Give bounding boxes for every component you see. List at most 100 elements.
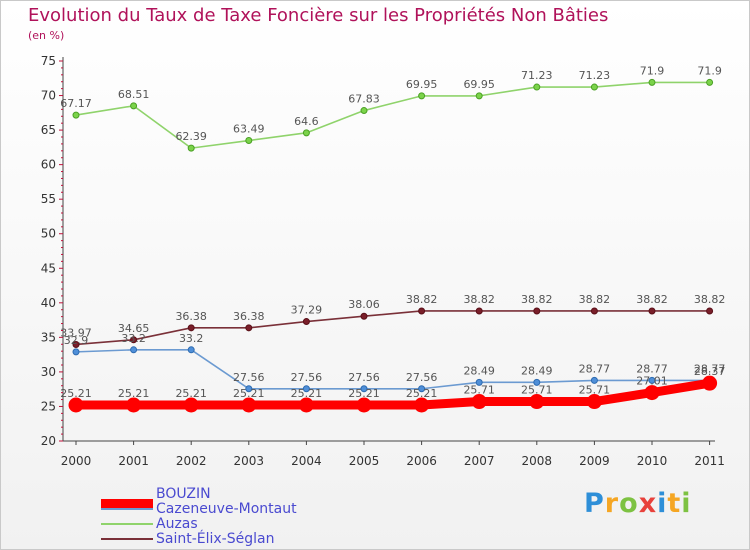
data-label-auzas: 67.17 <box>60 97 92 110</box>
data-point-auzas <box>533 83 541 91</box>
data-label-saint-elix-seglan: 37.29 <box>291 304 323 317</box>
data-point-auzas <box>418 92 426 100</box>
data-point-bouzin <box>586 394 602 410</box>
data-point-cazeneuve-montaut <box>418 385 426 393</box>
data-label-saint-elix-seglan: 34.65 <box>118 322 150 335</box>
legend-label-bouzin: BOUZIN <box>156 486 211 502</box>
logo-letter: i <box>657 488 668 519</box>
data-point-bouzin <box>298 397 314 413</box>
y-tick-label: 75 <box>41 54 56 68</box>
data-label-bouzin: 28.37 <box>694 365 726 378</box>
legend-label-saint-elix-seglan: Saint-Élix-Séglan <box>156 531 275 547</box>
y-tick-label: 35 <box>41 330 56 344</box>
x-tick-label: 2007 <box>464 454 495 468</box>
data-point-saint-elix-seglan <box>130 336 138 344</box>
x-tick-label: 2003 <box>234 454 265 468</box>
series-line-bouzin <box>71 378 715 410</box>
data-label-auzas: 64.6 <box>294 115 319 128</box>
series-line-auzas <box>75 81 711 149</box>
data-point-saint-elix-seglan <box>302 318 310 326</box>
y-tick-label: 40 <box>41 296 56 310</box>
x-tick-label: 2009 <box>579 454 610 468</box>
data-point-auzas <box>130 102 138 110</box>
data-label-cazeneuve-montaut: 27.56 <box>233 371 265 384</box>
data-label-bouzin: 25.21 <box>348 387 380 400</box>
logo-letter: r <box>604 488 620 519</box>
chart-title: Evolution du Taux de Taxe Foncière sur l… <box>28 5 609 26</box>
data-label-saint-elix-seglan: 38.82 <box>636 293 668 306</box>
data-point-saint-elix-seglan <box>187 324 195 332</box>
data-label-auzas: 67.83 <box>348 93 380 106</box>
data-label-bouzin: 25.71 <box>579 384 611 397</box>
data-point-auzas <box>475 92 483 100</box>
data-point-saint-elix-seglan <box>72 340 80 348</box>
y-tick-label: 55 <box>41 192 56 206</box>
data-label-saint-elix-seglan: 38.82 <box>406 293 438 306</box>
x-tick-label: 2010 <box>637 454 668 468</box>
data-label-auzas: 71.23 <box>579 69 611 82</box>
data-label-bouzin: 25.21 <box>175 387 207 400</box>
data-point-cazeneuve-montaut <box>360 385 368 393</box>
y-tick-label: 25 <box>41 399 56 413</box>
series-line-saint-elix-seglan <box>75 310 711 346</box>
y-tick-label: 30 <box>41 365 56 379</box>
data-label-cazeneuve-montaut: 27.56 <box>291 371 323 384</box>
data-point-bouzin <box>471 394 487 410</box>
data-point-saint-elix-seglan <box>475 307 483 315</box>
x-tick-label: 2004 <box>291 454 322 468</box>
data-point-cazeneuve-montaut <box>590 376 598 384</box>
data-point-auzas <box>245 137 253 145</box>
logo-letter: P <box>584 488 605 519</box>
data-point-saint-elix-seglan <box>418 307 426 315</box>
y-tick-label: 45 <box>41 261 56 275</box>
x-tick-label: 2008 <box>522 454 553 468</box>
legend-label-auzas: Auzas <box>156 516 198 532</box>
data-point-bouzin <box>414 397 430 413</box>
data-label-saint-elix-seglan: 38.82 <box>694 293 726 306</box>
data-point-cazeneuve-montaut <box>72 348 80 356</box>
data-label-saint-elix-seglan: 38.82 <box>521 293 553 306</box>
y-tick-label: 50 <box>41 227 56 241</box>
data-point-saint-elix-seglan <box>360 312 368 320</box>
data-point-saint-elix-seglan <box>648 307 656 315</box>
data-point-bouzin <box>644 385 660 401</box>
data-point-bouzin <box>126 397 142 413</box>
logo-letter: t <box>667 488 682 519</box>
data-point-saint-elix-seglan <box>590 307 598 315</box>
data-label-auzas: 71.9 <box>697 64 722 77</box>
data-label-auzas: 71.23 <box>521 69 553 82</box>
data-point-cazeneuve-montaut <box>533 378 541 386</box>
data-point-cazeneuve-montaut <box>302 385 310 393</box>
data-point-saint-elix-seglan <box>533 307 541 315</box>
data-label-auzas: 68.51 <box>118 88 150 101</box>
data-point-bouzin <box>702 375 718 391</box>
legend-swatch-cazeneuve-montaut <box>101 508 153 510</box>
data-label-auzas: 63.49 <box>233 123 265 136</box>
data-label-cazeneuve-montaut: 27.56 <box>406 371 438 384</box>
logo-letter: i <box>681 488 692 519</box>
data-label-bouzin: 25.21 <box>118 387 150 400</box>
data-point-bouzin <box>241 397 257 413</box>
data-label-cazeneuve-montaut: 27.56 <box>348 371 380 384</box>
data-point-auzas <box>590 83 598 91</box>
data-label-auzas: 69.95 <box>463 78 495 91</box>
data-point-saint-elix-seglan <box>245 324 253 332</box>
data-label-bouzin: 25.71 <box>521 384 553 397</box>
data-label-saint-elix-seglan: 33.97 <box>60 326 92 339</box>
data-label-auzas: 71.9 <box>640 64 665 77</box>
x-tick-label: 2006 <box>406 454 437 468</box>
legend-swatch-auzas <box>101 523 153 525</box>
data-label-bouzin: 25.21 <box>291 387 323 400</box>
data-label-auzas: 62.39 <box>175 130 207 143</box>
data-label-saint-elix-seglan: 38.82 <box>463 293 495 306</box>
legend-label-cazeneuve-montaut: Cazeneuve-Montaut <box>156 501 297 517</box>
data-label-cazeneuve-montaut: 33.2 <box>179 332 204 345</box>
proxiti-logo: Proxiti <box>584 488 692 519</box>
data-point-bouzin <box>529 394 545 410</box>
legend-swatch-bouzin <box>101 499 153 508</box>
data-label-cazeneuve-montaut: 33.2 <box>121 332 146 345</box>
x-tick-label: 2000 <box>61 454 92 468</box>
data-label-cazeneuve-montaut: 28.49 <box>521 364 553 377</box>
y-tick-label: 20 <box>41 434 56 448</box>
data-label-cazeneuve-montaut: 28.77 <box>694 362 726 375</box>
